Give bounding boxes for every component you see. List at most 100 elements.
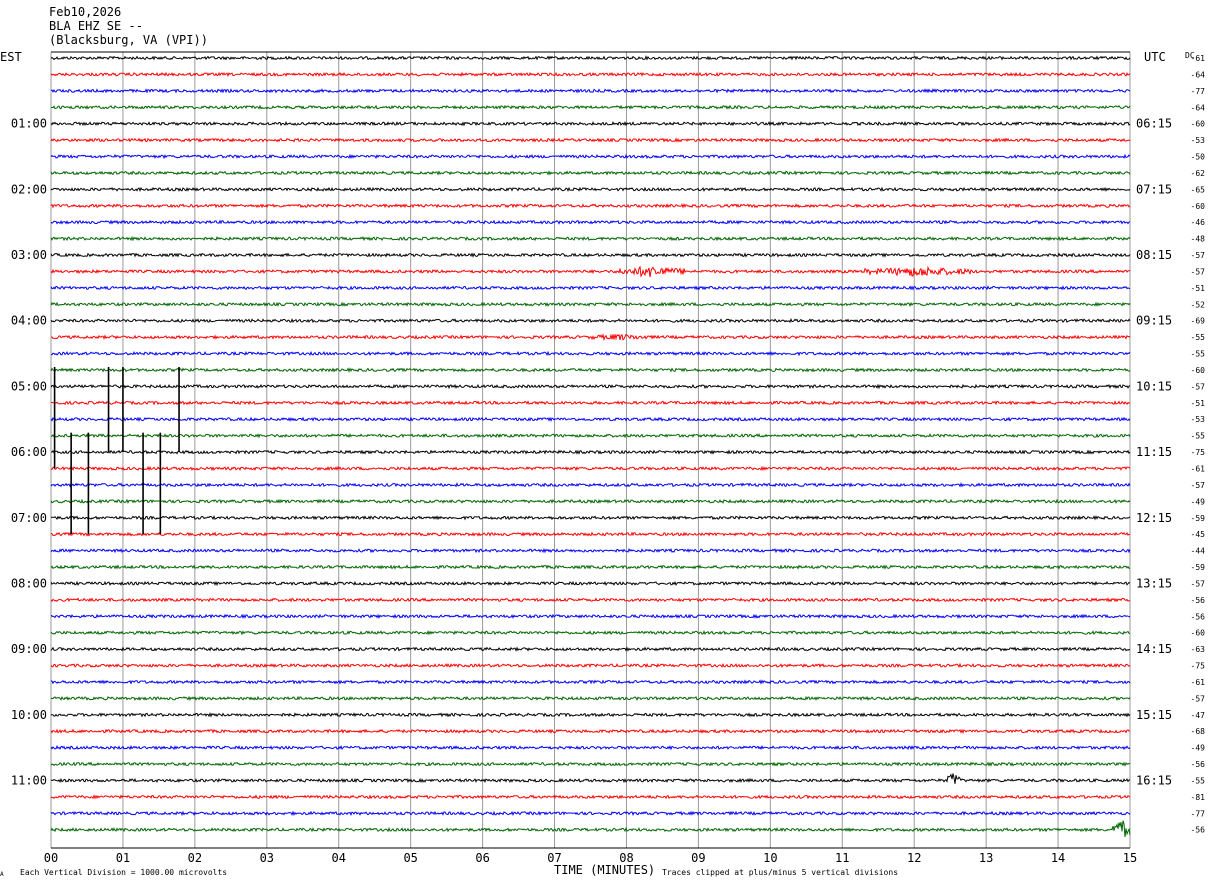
seismic-trace <box>50 773 1131 784</box>
dc-offset-label: -51 <box>1191 284 1206 293</box>
seismic-trace <box>50 630 1131 636</box>
dc-offset-label: -61 <box>1191 678 1206 687</box>
x-tick-label: 01 <box>116 851 130 865</box>
seismic-trace <box>50 794 1131 800</box>
right-hour-label: 15:15 <box>1136 708 1172 722</box>
dc-offset-label: -62 <box>1191 169 1206 178</box>
seismic-trace <box>50 170 1131 176</box>
station-code: BLA EHZ SE -- <box>49 19 143 33</box>
left-hour-label: 04:00 <box>11 314 47 328</box>
calibration-spikes <box>53 366 180 535</box>
x-tick-label: 04 <box>332 851 346 865</box>
clipping-note: Traces clipped at plus/minus 5 vertical … <box>662 868 898 877</box>
dc-offset-label: -56 <box>1191 612 1206 621</box>
left-hour-label: 11:00 <box>11 773 47 787</box>
dc-offset-label: -57 <box>1191 267 1206 276</box>
dc-offset-label: -55 <box>1191 432 1206 441</box>
seismic-trace <box>50 120 1131 127</box>
dc-offset-label: -77 <box>1191 87 1206 96</box>
x-tick-label: 09 <box>691 851 705 865</box>
seismic-trace <box>50 695 1131 702</box>
seismic-trace <box>50 252 1131 258</box>
left-hour-label: 09:00 <box>11 642 47 656</box>
x-tick-label: 15 <box>1123 851 1137 865</box>
dc-offset-label: -50 <box>1191 153 1206 162</box>
seismic-trace <box>50 301 1131 307</box>
seismic-trace <box>50 810 1131 817</box>
seismic-trace <box>51 400 1131 406</box>
seismic-trace <box>51 104 1131 110</box>
dc-offset-label: -57 <box>1191 694 1206 703</box>
dc-offset-label: -77 <box>1191 809 1206 818</box>
dc-offset-label: -59 <box>1191 514 1206 523</box>
seismic-trace <box>50 761 1131 767</box>
dc-offset-label: -64 <box>1191 103 1206 112</box>
x-tick-label: 12 <box>907 851 921 865</box>
hour-labels: 01:00 02:00 03:00 04:00 05:00 06:00 07:00 08:00… <box>11 117 1172 788</box>
x-tick-label: 07 <box>547 851 561 865</box>
seismic-trace <box>50 88 1131 94</box>
dc-offset-label: -63 <box>1191 645 1206 654</box>
dc-offset-label: -49 <box>1191 744 1206 753</box>
seismic-trace <box>50 728 1131 735</box>
left-hour-label: 02:00 <box>11 182 47 196</box>
right-hour-label: 14:15 <box>1136 642 1172 656</box>
station-location: (Blacksburg, VA (VPI)) <box>49 33 208 47</box>
right-hour-label: 10:15 <box>1136 379 1172 393</box>
dc-offset-label: -75 <box>1191 662 1206 671</box>
seismic-trace <box>50 498 1131 504</box>
dc-offset-label: -44 <box>1191 547 1206 556</box>
x-tick-label: 02 <box>188 851 202 865</box>
dc-offset-label: -64 <box>1191 70 1206 79</box>
dc-offset-label: -61 <box>1191 54 1206 63</box>
right-timezone-label: UTC <box>1144 50 1166 64</box>
seismic-trace <box>50 646 1131 652</box>
seismic-trace <box>50 235 1131 242</box>
dc-offset-label: -51 <box>1191 399 1206 408</box>
dc-offset-label: -60 <box>1191 629 1206 638</box>
seismic-traces <box>50 55 1131 837</box>
dc-offset-label: -46 <box>1191 218 1206 227</box>
dc-offset-label: -56 <box>1191 826 1206 835</box>
seismic-trace <box>50 597 1131 603</box>
right-hour-label: 12:15 <box>1136 511 1172 525</box>
seismic-trace <box>50 580 1131 587</box>
dc-offset-label: -61 <box>1191 465 1206 474</box>
x-tick-label: 06 <box>475 851 489 865</box>
right-hour-label: 16:15 <box>1136 773 1172 787</box>
dc-offset-label: -47 <box>1191 711 1206 720</box>
right-hour-label: 08:15 <box>1136 248 1172 262</box>
seismic-trace <box>50 285 1131 291</box>
dc-offset-label: -53 <box>1191 136 1206 145</box>
seismic-trace <box>50 71 1131 78</box>
seismic-trace <box>50 350 1131 357</box>
dc-offset-label: -65 <box>1191 185 1206 194</box>
right-hour-label: 06:15 <box>1136 117 1172 131</box>
plot-date: Feb10,2026 <box>49 5 122 19</box>
dc-offset-labels: -61 -64 -77 -64 -60 -53 -50 -62 -65 -60 -46 -48 -57 -… <box>1191 54 1206 835</box>
left-hour-label: 06:00 <box>11 445 47 459</box>
dc-offset-label: -48 <box>1191 235 1206 244</box>
x-tick-labels: 00 01 02 03 04 05 06 07 08 09 10 11 12 13 14 15 <box>44 851 1137 865</box>
seismic-trace <box>51 514 1131 521</box>
seismic-trace <box>50 416 1131 423</box>
left-hour-label: 07:00 <box>11 511 47 525</box>
left-timezone-label: EST <box>0 50 22 64</box>
dc-offset-label: -55 <box>1191 333 1206 342</box>
dc-offset-label: -45 <box>1191 530 1206 539</box>
x-tick-label: 05 <box>403 851 417 865</box>
left-hour-label: 01:00 <box>11 117 47 131</box>
seismic-trace <box>50 137 1131 143</box>
seismic-trace <box>50 613 1131 620</box>
dc-offset-label: -60 <box>1191 120 1206 129</box>
dc-offset-label: -55 <box>1191 350 1206 359</box>
dc-offset-label: -57 <box>1191 481 1206 490</box>
seismic-trace <box>50 383 1131 390</box>
dc-offset-label: -57 <box>1191 382 1206 391</box>
seismic-trace <box>50 317 1131 324</box>
vertical-scale-note: Each Vertical Division = 1000.00 microvo… <box>20 868 227 877</box>
dc-offset-header: DC <box>1185 51 1195 60</box>
dc-offset-label: -55 <box>1191 776 1206 785</box>
dc-offset-label: -69 <box>1191 317 1206 326</box>
